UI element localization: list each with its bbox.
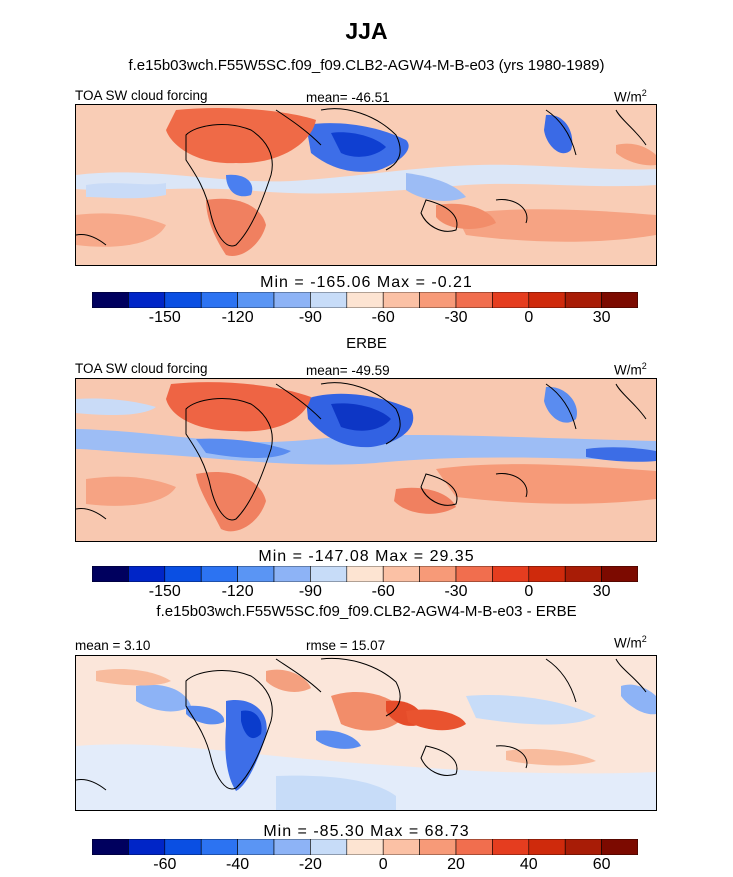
colorbar-swatch <box>564 292 602 308</box>
colorbar-swatch <box>382 839 420 855</box>
panel-obs-colorbar <box>92 566 638 582</box>
colorbar-tick-label: -90 <box>298 309 322 326</box>
colorbar-swatch <box>273 839 311 855</box>
colorbar-swatch <box>492 292 530 308</box>
colorbar-swatch <box>492 839 530 855</box>
panel-model-colorbar-ticks: -150 -120 -90 -60 -30 0 30 <box>92 309 638 327</box>
panel-diff-units-label: W/m2 <box>614 634 647 651</box>
colorbar-swatch <box>92 292 129 308</box>
colorbar-swatch <box>164 839 202 855</box>
colorbar-swatch <box>273 566 311 582</box>
panel-diff-colorbar <box>92 839 638 855</box>
panel-model-subtitle: f.e15b03wch.F55W5SC.f09_f09.CLB2-AGW4-M-… <box>128 57 605 74</box>
colorbar-swatch <box>128 839 166 855</box>
colorbar-swatch <box>237 839 275 855</box>
panel-obs-minmax: Min = -147.08 Max = 29.35 <box>258 548 475 565</box>
colorbar-swatch <box>455 839 493 855</box>
colorbar-swatch <box>273 292 311 308</box>
colorbar-tick-label: 60 <box>592 856 611 873</box>
colorbar-swatch <box>528 292 566 308</box>
colorbar-swatch <box>346 839 384 855</box>
figure-title: JJA <box>345 18 388 44</box>
panel-diff-colorbar-ticks: -60 -40 -20 0 20 40 60 <box>92 856 638 874</box>
panel-obs-subtitle: ERBE <box>346 335 387 352</box>
colorbar-swatch <box>419 839 457 855</box>
colorbar-swatch <box>164 292 202 308</box>
panel-model-units-label: W/m2 <box>614 88 647 105</box>
colorbar-swatch <box>310 839 348 855</box>
colorbar-swatch <box>310 292 348 308</box>
colorbar-tick-label: -150 <box>148 309 181 326</box>
colorbar-swatch <box>382 566 420 582</box>
colorbar-tick-label: -60 <box>153 856 177 873</box>
panel-obs-mean-label: mean= -49.59 <box>306 363 390 378</box>
panel-diff-subtitle: f.e15b03wch.F55W5SC.f09_f09.CLB2-AGW4-M-… <box>156 603 577 620</box>
colorbar-swatch <box>601 839 638 855</box>
colorbar-tick-label: -60 <box>371 309 395 326</box>
colorbar-swatch <box>528 839 566 855</box>
colorbar-tick-label: 0 <box>524 583 534 600</box>
colorbar-swatch <box>419 566 457 582</box>
panel-obs-map <box>75 378 657 542</box>
colorbar-swatch <box>346 566 384 582</box>
colorbar-swatch <box>128 292 166 308</box>
colorbar-swatch <box>455 292 493 308</box>
colorbar-swatch <box>601 292 638 308</box>
colorbar-swatch <box>310 566 348 582</box>
colorbar-swatch <box>564 839 602 855</box>
colorbar-tick-label: 0 <box>378 856 388 873</box>
colorbar-tick-label: -90 <box>298 583 322 600</box>
panel-diff-mean-label: mean = 3.10 <box>75 638 151 653</box>
colorbar-tick-label: 40 <box>519 856 538 873</box>
panel-model-field-label: TOA SW cloud forcing <box>75 88 208 103</box>
colorbar-swatch <box>92 566 129 582</box>
colorbar-swatch <box>601 566 638 582</box>
panel-obs-colorbar-svg <box>92 566 638 582</box>
colorbar-swatch <box>237 292 275 308</box>
colorbar-tick-label: -150 <box>148 583 181 600</box>
colorbar-tick-label: -40 <box>226 856 250 873</box>
colorbar-swatch <box>128 566 166 582</box>
colorbar-swatch <box>346 292 384 308</box>
panel-diff-colorbar-svg <box>92 839 638 855</box>
panel-obs-field-label: TOA SW cloud forcing <box>75 361 208 376</box>
colorbar-tick-label: -120 <box>221 583 254 600</box>
panel-model-map <box>75 104 657 266</box>
colorbar-swatch <box>92 839 129 855</box>
colorbar-swatch <box>200 839 238 855</box>
colorbar-tick-label: -120 <box>221 309 254 326</box>
panel-diff-map-field <box>76 656 656 810</box>
colorbar-tick-label: 30 <box>592 583 611 600</box>
panel-diff-minmax: Min = -85.30 Max = 68.73 <box>263 823 470 840</box>
panel-obs-colorbar-ticks: -150 -120 -90 -60 -30 0 30 <box>92 583 638 601</box>
colorbar-tick-label: -30 <box>444 309 468 326</box>
panel-model-minmax: Min = -165.06 Max = -0.21 <box>260 274 473 291</box>
colorbar-tick-label: 30 <box>592 309 611 326</box>
colorbar-tick-label: 0 <box>524 309 534 326</box>
colorbar-swatch <box>164 566 202 582</box>
panel-diff-rmse-label: rmse = 15.07 <box>306 638 386 653</box>
colorbar-swatch <box>564 566 602 582</box>
colorbar-tick-label: -30 <box>444 583 468 600</box>
panel-model-mean-label: mean= -46.51 <box>306 90 390 105</box>
panel-model-colorbar <box>92 292 638 308</box>
panel-model-map-field <box>76 105 656 265</box>
colorbar-swatch <box>528 566 566 582</box>
panel-model-colorbar-svg <box>92 292 638 308</box>
panel-obs-map-field <box>76 379 656 541</box>
colorbar-swatch <box>200 566 238 582</box>
panel-diff-map <box>75 655 657 811</box>
colorbar-swatch <box>237 566 275 582</box>
colorbar-swatch <box>455 566 493 582</box>
colorbar-swatch <box>492 566 530 582</box>
colorbar-swatch <box>419 292 457 308</box>
colorbar-swatch <box>200 292 238 308</box>
colorbar-tick-label: -60 <box>371 583 395 600</box>
panel-obs-units-label: W/m2 <box>614 361 647 378</box>
colorbar-tick-label: 20 <box>447 856 465 873</box>
colorbar-tick-label: -20 <box>298 856 322 873</box>
colorbar-swatch <box>382 292 420 308</box>
